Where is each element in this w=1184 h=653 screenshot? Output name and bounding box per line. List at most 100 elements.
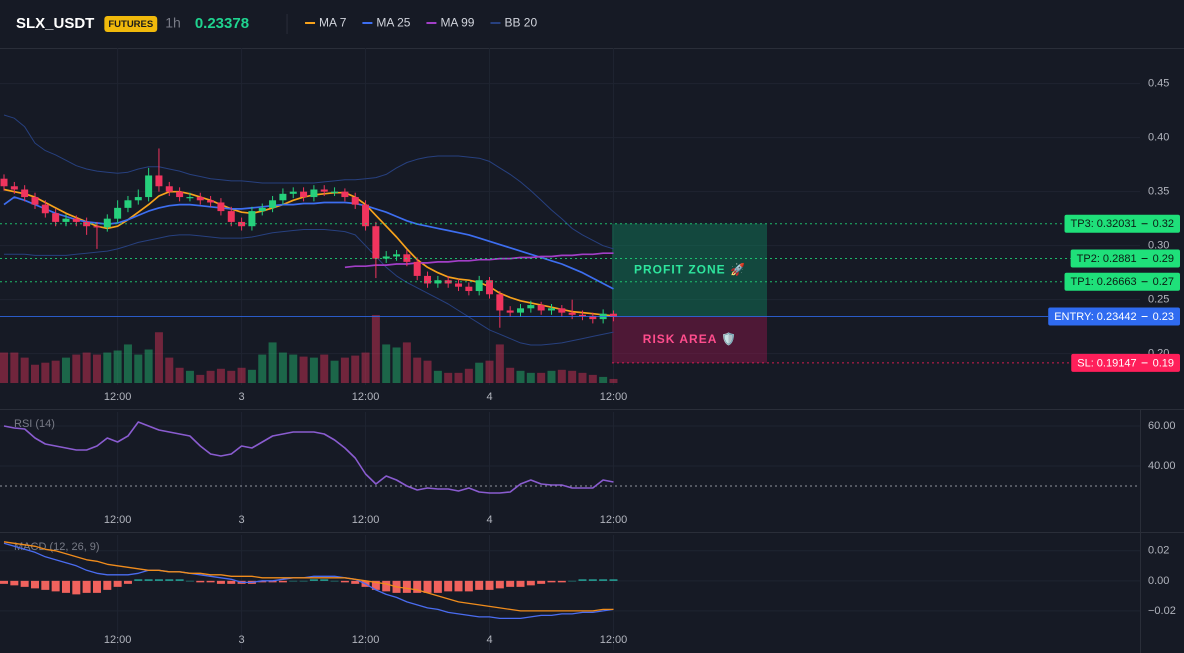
x-tick-label: 12:00 [352, 391, 380, 403]
y-tick-label: 0.00 [1148, 575, 1169, 587]
level-badge: ENTRY: 0.23442 0.23 [1048, 307, 1180, 326]
macd-histogram-bar [278, 580, 287, 583]
x-tick-label: 4 [486, 634, 492, 646]
macd-histogram-bar [175, 579, 184, 581]
volume-bar [206, 370, 215, 383]
candle-body [372, 226, 380, 259]
macd-histogram-bar [516, 580, 525, 587]
volume-bar [0, 352, 8, 383]
y-tick-label: 0.02 [1148, 545, 1169, 557]
volume-bar [361, 352, 370, 383]
level-label: TP3: 0.32031 [1071, 218, 1137, 230]
volume-bar [557, 369, 566, 383]
candle-body [393, 254, 401, 257]
volume-bar [154, 332, 163, 383]
level-badge-bg [1048, 307, 1180, 326]
candle-body [155, 175, 163, 187]
candle-body [124, 200, 132, 208]
macd-histogram-bar [330, 580, 339, 582]
macd-histogram-bar [61, 580, 70, 593]
candle-body [609, 313, 617, 317]
symbol-title: SLX_USDT [16, 15, 94, 32]
macd-histogram-bar [309, 579, 318, 581]
candle-body [72, 218, 80, 222]
candle-body [114, 207, 122, 219]
volume-bar [278, 352, 287, 383]
y-tick-label: 0.30 [1148, 240, 1169, 252]
level-badge: TP3: 0.32031 0.32 [1064, 214, 1180, 233]
macd-histogram-bar [41, 580, 50, 590]
x-tick-label: 12:00 [352, 514, 380, 526]
pane-title: MACD (12, 26, 9) [14, 541, 100, 553]
candle-body [424, 275, 432, 284]
x-tick-label: 12:00 [600, 514, 628, 526]
macd-histogram-bar [599, 579, 608, 581]
y-tick-label: 0.45 [1148, 78, 1169, 90]
volume-bar [268, 342, 277, 383]
volume-bar [444, 372, 453, 383]
candle-body [227, 211, 235, 222]
volume-bar [578, 372, 587, 383]
volume-bar [382, 344, 391, 383]
candle-body [578, 314, 586, 316]
candle-body [331, 191, 339, 193]
candle-body [413, 261, 421, 276]
macd-histogram-bar [227, 580, 236, 584]
volume-bar [309, 357, 318, 383]
candle-body [382, 256, 390, 259]
candle-body [196, 197, 204, 201]
candle-body [0, 178, 8, 187]
candle-body [289, 191, 297, 194]
candle-body [568, 312, 576, 315]
x-tick-label: 12:00 [600, 391, 628, 403]
level-label: TP2: 0.2881 [1077, 253, 1137, 265]
macd-histogram-bar [506, 580, 515, 587]
macd-histogram-bar [454, 580, 463, 592]
candle-body [52, 213, 60, 222]
zone-label: PROFIT ZONE 🚀 [634, 262, 746, 276]
volume-bar [41, 362, 50, 383]
volume-bar [547, 370, 556, 383]
candle-body [21, 189, 29, 198]
volume-bar [185, 370, 194, 383]
candle-body [517, 308, 524, 313]
macd-histogram-bar [423, 580, 432, 593]
volume-bar [144, 349, 153, 383]
volume-bar [371, 315, 380, 383]
y-tick-label: 0.25 [1148, 294, 1169, 306]
volume-bar [237, 367, 246, 383]
legend-label: MA 99 [440, 16, 474, 30]
bollinger-band [3, 114, 614, 250]
candle-body [547, 308, 555, 311]
macd-histogram-bar [10, 580, 19, 586]
macd-histogram-bar [216, 580, 225, 584]
macd-histogram-bar [382, 580, 391, 592]
candle-body [279, 193, 287, 201]
last-price: 0.23378 [195, 15, 249, 32]
macd-histogram-bar [526, 580, 535, 586]
volume-bar [299, 356, 308, 383]
level-badge-bg [1070, 249, 1180, 268]
macd-histogram-bar [113, 580, 122, 587]
badge-bg [104, 16, 158, 32]
trade-zone [612, 316, 767, 363]
volume-bar [103, 352, 112, 383]
volume-bar [20, 357, 29, 383]
candle-body [176, 191, 184, 198]
candle-body [134, 197, 142, 201]
candle-body [310, 189, 318, 198]
macd-histogram-bar [258, 580, 267, 583]
macd-histogram-bar [144, 579, 153, 581]
level-label: TP1: 0.26663 [1071, 276, 1137, 288]
volume-bar [92, 354, 101, 383]
macd-histogram-bar [103, 580, 112, 590]
macd-histogram-bar [609, 579, 618, 581]
volume-bar [258, 354, 267, 383]
level-axis-label: 0.23 [1153, 311, 1174, 323]
moving-average [3, 188, 614, 317]
y-tick-label: 0.40 [1148, 132, 1169, 144]
candle-body [165, 186, 173, 192]
macd-histogram-bar [196, 580, 205, 583]
